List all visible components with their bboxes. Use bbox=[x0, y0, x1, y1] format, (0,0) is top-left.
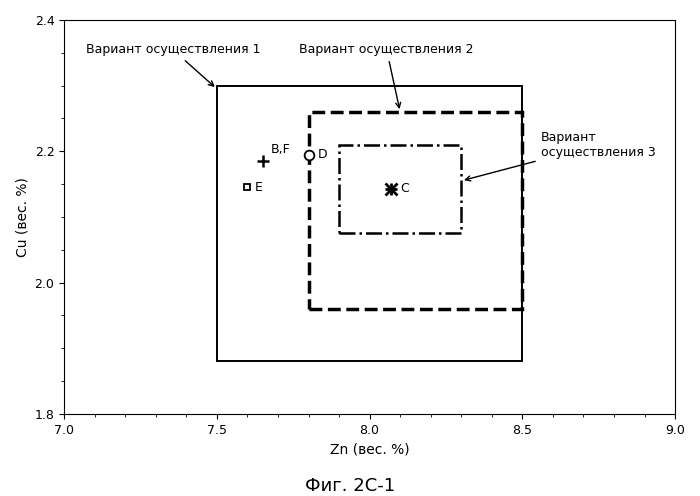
Text: Фиг. 2С-1: Фиг. 2С-1 bbox=[305, 477, 395, 495]
Bar bbox=[309, 112, 522, 309]
Y-axis label: Cu (вес. %): Cu (вес. %) bbox=[15, 177, 29, 257]
Text: Вариант
осуществления 3: Вариант осуществления 3 bbox=[466, 131, 655, 181]
Text: Вариант осуществления 1: Вариант осуществления 1 bbox=[85, 43, 260, 86]
X-axis label: Zn (вес. %): Zn (вес. %) bbox=[330, 442, 410, 456]
Text: Вариант осуществления 2: Вариант осуществления 2 bbox=[300, 43, 474, 108]
Text: B,F: B,F bbox=[270, 143, 290, 156]
Text: C: C bbox=[400, 182, 409, 195]
Bar bbox=[339, 145, 461, 234]
Text: E: E bbox=[255, 181, 263, 194]
Bar bbox=[217, 86, 522, 362]
Text: D: D bbox=[318, 148, 328, 161]
